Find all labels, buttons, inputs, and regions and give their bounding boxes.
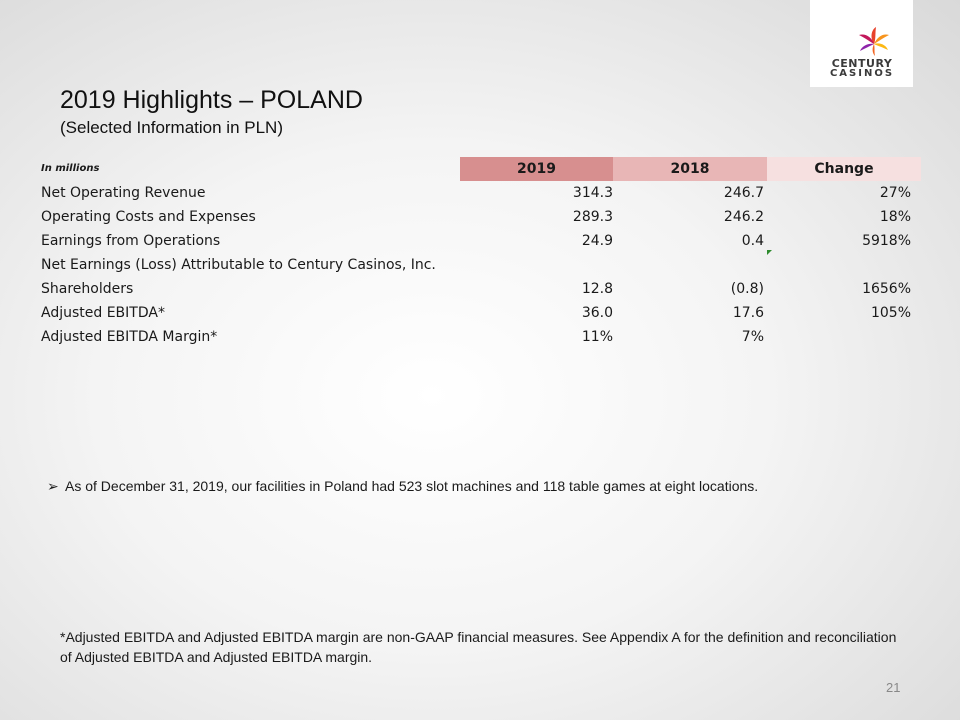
starburst-logo-icon bbox=[859, 27, 889, 56]
value-2019: 314.3 bbox=[572, 185, 613, 201]
logo-text-casinos: CASINOS bbox=[829, 68, 895, 79]
value-2018: 0.4 bbox=[741, 233, 764, 249]
century-casinos-logo: CENTURY CASINOS bbox=[810, 0, 913, 87]
cell-comment-marker bbox=[767, 250, 772, 255]
table-row: Net Operating Revenue 314.3 246.7 27% bbox=[36, 181, 921, 205]
value-change: 5918% bbox=[862, 233, 911, 249]
page-subtitle: (Selected Information in PLN) bbox=[60, 118, 283, 137]
row-label: Shareholders bbox=[41, 281, 134, 297]
value-2018 bbox=[614, 253, 765, 277]
table-row: Shareholders 12.8 (0.8) 1656% bbox=[36, 277, 921, 301]
value-2018: 7% bbox=[741, 329, 764, 345]
value-2019: 11% bbox=[581, 329, 613, 345]
bullet-text: As of December 31, 2019, our facilities … bbox=[65, 478, 759, 494]
table-row: Adjusted EBITDA* 36.0 17.6 105% bbox=[36, 301, 921, 325]
table-row: Net Earnings (Loss) Attributable to Cent… bbox=[36, 253, 921, 277]
column-header-change: Change bbox=[767, 157, 921, 181]
value-2019: 289.3 bbox=[572, 209, 613, 225]
value-2018: 246.7 bbox=[723, 185, 764, 201]
table-row: Earnings from Operations 24.9 0.4 5918% bbox=[36, 229, 921, 253]
value-2018: 17.6 bbox=[732, 305, 764, 321]
unit-label: In millions bbox=[41, 163, 100, 174]
table-row: Operating Costs and Expenses 289.3 246.2 18… bbox=[36, 205, 921, 229]
page-number: 21 bbox=[886, 680, 901, 695]
page-title: 2019 Highlights – POLAND bbox=[60, 86, 363, 114]
row-label: Earnings from Operations bbox=[41, 233, 221, 249]
value-2019: 12.8 bbox=[581, 281, 613, 297]
logo-text-century: CENTURY bbox=[831, 57, 893, 70]
value-change: 1656% bbox=[862, 281, 911, 297]
table-row: Adjusted EBITDA Margin* 11% 7% bbox=[36, 325, 921, 349]
value-2018: (0.8) bbox=[730, 281, 764, 297]
value-change: 105% bbox=[870, 305, 911, 321]
value-2019: 24.9 bbox=[581, 233, 613, 249]
column-header-2019: 2019 bbox=[460, 157, 613, 181]
value-change: 18% bbox=[879, 209, 911, 225]
row-label: Net Operating Revenue bbox=[41, 185, 206, 201]
value-2019 bbox=[460, 253, 614, 277]
column-header-2018: 2018 bbox=[613, 157, 767, 181]
value-change: 27% bbox=[879, 185, 911, 201]
value-2018: 246.2 bbox=[723, 209, 764, 225]
row-label: Net Earnings (Loss) Attributable to Cent… bbox=[41, 257, 436, 273]
row-label: Operating Costs and Expenses bbox=[41, 209, 256, 225]
arrow-bullet-icon: ➢ bbox=[47, 478, 59, 494]
value-change bbox=[767, 325, 912, 349]
value-2019: 36.0 bbox=[581, 305, 613, 321]
highlights-table: In millions 2019 2018 Change Net Operati… bbox=[36, 157, 921, 349]
table-body: Net Operating Revenue 314.3 246.7 27% Operat… bbox=[36, 181, 921, 349]
row-label: Adjusted EBITDA Margin* bbox=[41, 329, 218, 345]
bullet-point: ➢ As of December 31, 2019, our facilities… bbox=[47, 478, 758, 495]
footnote: *Adjusted EBITDA and Adjusted EBITDA mar… bbox=[60, 629, 897, 665]
value-change bbox=[767, 253, 912, 277]
row-label: Adjusted EBITDA* bbox=[41, 305, 165, 321]
table-header-row: In millions 2019 2018 Change bbox=[36, 157, 921, 181]
